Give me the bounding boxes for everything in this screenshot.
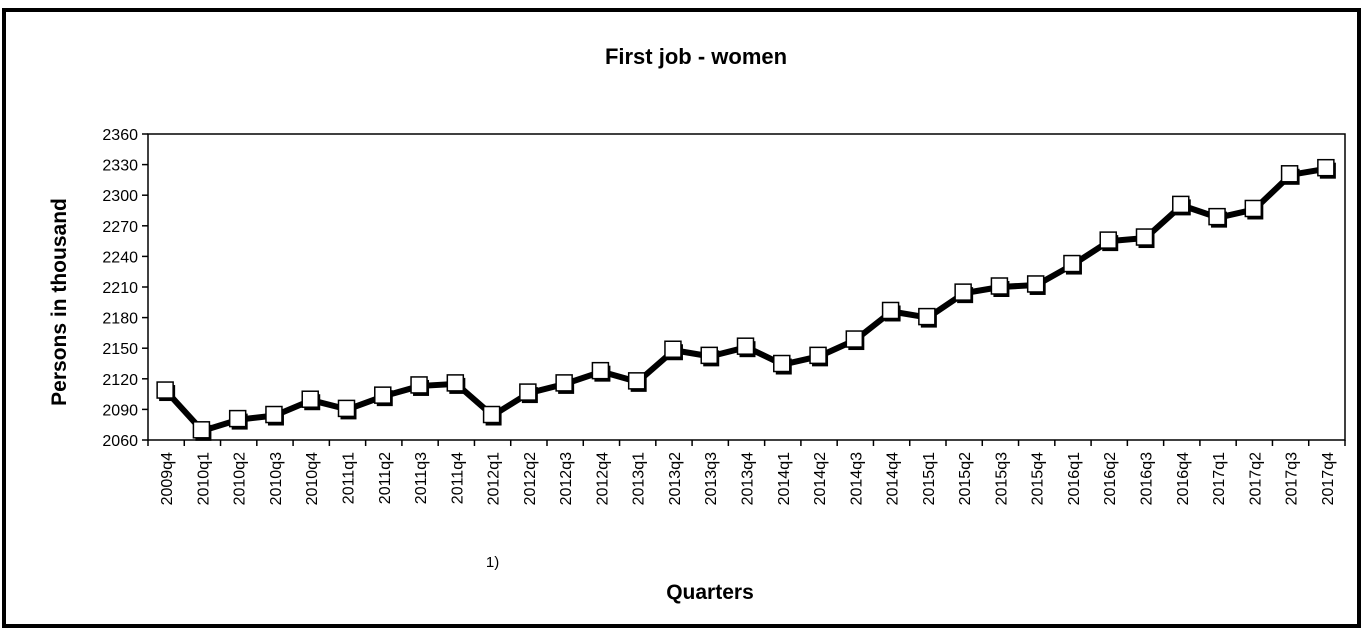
x-axis-title: Quarters [666,581,754,604]
y-tick-label: 2090 [102,402,138,419]
x-tick-label: 2015q4 [1030,452,1047,505]
data-point [519,383,537,401]
x-tick-label: 2010q3 [268,452,285,505]
x-tick-label: 2016q4 [1175,452,1192,505]
data-point [1244,199,1263,218]
data-point [627,372,646,390]
x-tick-label: 2017q3 [1284,452,1301,505]
data-point [809,346,827,365]
y-axis-title: Persons in thousand [48,198,71,406]
data-point [156,381,174,399]
data-point [881,301,900,320]
data-point [954,283,972,301]
y-tick-label: 2330 [102,158,138,175]
x-tick-label: 2013q3 [703,452,720,505]
x-tick-label: 2011q2 [377,452,394,504]
x-tick-label: 2011q1 [341,452,358,504]
data-point [301,390,319,408]
x-tick-label: 2014q4 [885,452,902,505]
data-point [736,337,755,355]
x-tick-label: 2016q2 [1102,452,1119,505]
y-tick-label: 2120 [102,372,138,389]
chart-frame: First job - women Persons in thousand Qu… [2,8,1361,628]
data-point [664,340,682,358]
x-tick-label: 2012q2 [522,452,539,505]
data-point [374,386,392,404]
x-tick-label: 2009q4 [159,452,176,505]
data-point [990,277,1009,295]
x-tick-label: 2010q2 [232,452,249,505]
data-point [192,421,211,439]
y-tick-label: 2060 [102,433,138,450]
x-tick-label: 2017q4 [1320,452,1337,505]
data-point [700,346,718,365]
x-tick-label: 2012q3 [558,452,575,505]
data-point [1026,275,1045,293]
x-tick-label: 2013q1 [631,452,648,505]
y-tick-label: 2300 [102,188,138,205]
plot-area: 2060 2090 2120 2150 2180 2210 2240 2270 2300 2330… [102,127,1346,571]
y-tick-label: 2360 [102,127,138,144]
data-point [1135,228,1154,246]
data-point [1317,158,1335,177]
data-point [555,374,573,392]
data-point [1172,195,1190,214]
data-point [1208,207,1226,226]
chart: First job - women Persons in thousand Qu… [48,44,1346,604]
y-tick-label: 2180 [102,311,138,328]
x-tick-label: 2017q1 [1211,452,1228,505]
data-point [845,330,864,348]
x-tick-label: 2015q1 [921,452,938,505]
x-tick-label: 2014q1 [776,452,793,505]
x-tick-label: 2011q3 [413,452,430,504]
x-tick-label: 2012q1 [486,452,503,505]
x-tick-label: 2010q4 [304,452,321,505]
x-tick-label: 2013q2 [667,452,684,505]
x-tick-label: 2014q3 [848,452,865,505]
data-point [591,361,610,380]
x-tick-label: 2017q2 [1247,452,1264,505]
y-tick-label: 2210 [102,280,138,297]
x-tick-label: 2015q3 [993,452,1010,505]
x-tick-label: 2013q4 [740,452,757,505]
data-point [410,376,428,394]
x-tick-label: 2011q4 [449,452,466,504]
x-tick-label: 2012q4 [594,452,611,505]
x-tick-label: 2015q2 [957,452,974,505]
x-tick-label: 2016q3 [1139,452,1156,505]
chart-title: First job - women [605,44,787,69]
y-tick-label: 2270 [102,219,138,236]
data-point [773,354,791,373]
x-tick-label: 2014q2 [812,452,829,505]
y-tick-label: 2150 [102,341,138,358]
data-point [446,374,465,392]
data-point [482,405,501,424]
data-point [918,307,936,326]
data-point [228,409,247,428]
footnote-label: 1) [486,554,499,571]
x-tick-label: 2010q1 [195,452,212,505]
plot-border [147,133,1346,441]
data-point [1280,165,1299,183]
series-line [163,165,1328,434]
data-point [265,405,283,424]
data-point [337,399,356,418]
data-point [1099,231,1117,249]
data-point [1063,254,1081,273]
x-tick-label: 2016q1 [1066,452,1083,505]
y-tick-label: 2240 [102,249,138,266]
